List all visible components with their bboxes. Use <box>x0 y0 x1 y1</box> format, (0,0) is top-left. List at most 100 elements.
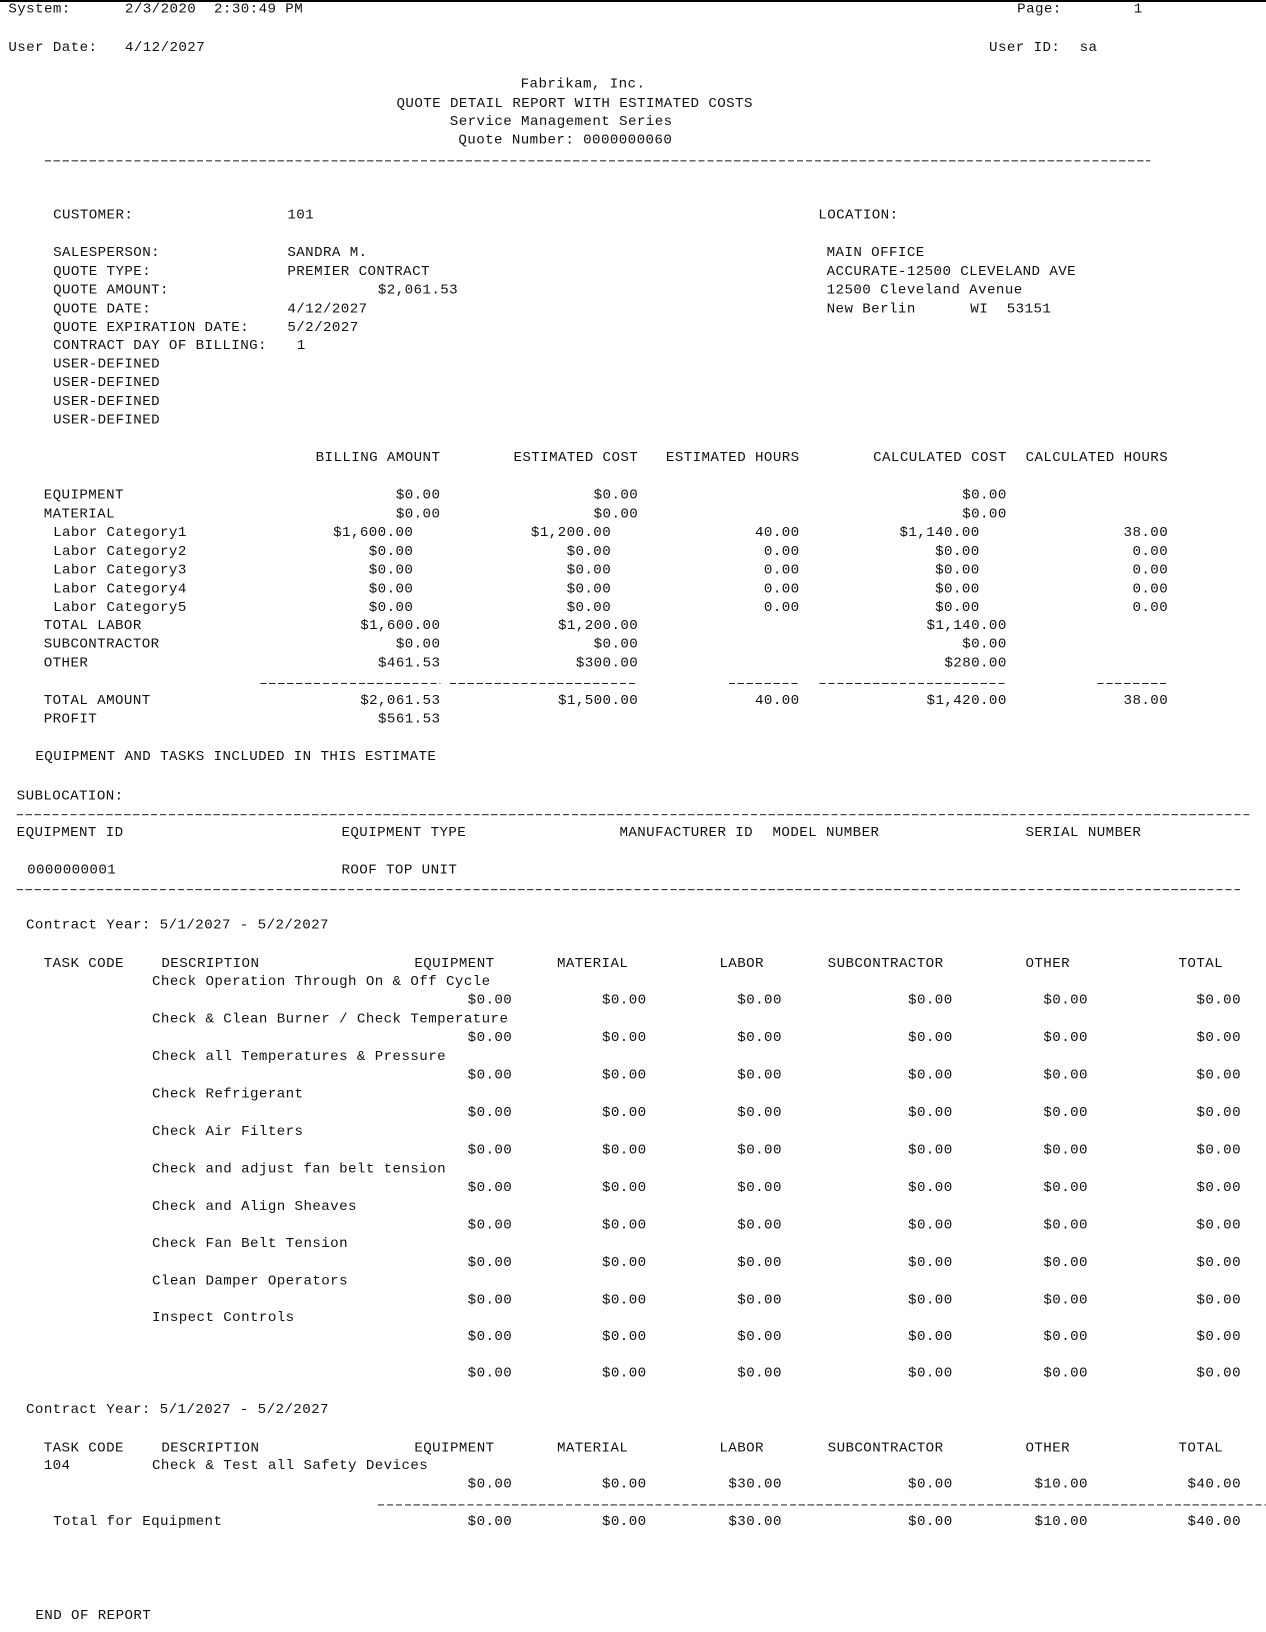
task-description: Check Operation Through On & Off Cycle <box>152 974 491 991</box>
equipment-total-value: $10.00 <box>1034 1514 1088 1531</box>
cost-value: $0.00 <box>935 600 980 617</box>
cost-row-label: OTHER <box>43 655 89 672</box>
quote-field-label: QUOTE AMOUNT: <box>53 283 169 299</box>
report-title: QUOTE DETAIL REPORT WITH ESTIMATED COSTS <box>396 96 753 113</box>
dashed-separator <box>16 814 1250 816</box>
equipment-total-value: $30.00 <box>728 1514 782 1531</box>
contract-subtotal: $0.00 <box>908 1365 953 1382</box>
user-id: sa <box>1079 40 1098 57</box>
dashed-separator <box>16 889 1240 891</box>
task-amount: $0.00 <box>1043 993 1088 1009</box>
task-amount: $0.00 <box>737 1218 782 1234</box>
total-amount-value: $2,061.53 <box>360 693 441 709</box>
user-id-label: User ID: <box>989 40 1061 57</box>
task-amount: $0.00 <box>908 1180 953 1197</box>
cost-value: $0.00 <box>368 563 414 579</box>
user-date: 4/12/2027 <box>124 40 206 57</box>
cost-value: 0.00 <box>763 544 800 561</box>
equipment-total-value: $0.00 <box>601 1514 647 1531</box>
task-amount: $0.00 <box>737 993 782 1009</box>
equipment-column-header: EQUIPMENT ID <box>16 825 124 842</box>
task-amount: $0.00 <box>737 1068 782 1084</box>
task-amount: $0.00 <box>601 1477 647 1493</box>
task-amount: $10.00 <box>1034 1477 1088 1493</box>
quote-field-label: QUOTE TYPE: <box>53 264 152 281</box>
contract-year: Contract Year: 5/1/2027 - 5/2/2027 <box>26 918 329 934</box>
task-description: Check & Test all Safety Devices <box>152 1458 429 1475</box>
task-amount: $0.00 <box>737 1143 782 1159</box>
task-description: Check Refrigerant <box>152 1086 304 1103</box>
task-amount: $0.00 <box>467 1180 513 1197</box>
task-amount: $0.00 <box>1043 1180 1088 1197</box>
task-amount: $0.00 <box>737 1180 782 1197</box>
cost-row-label: Labor Category5 <box>53 600 187 617</box>
task-column-header: EQUIPMENT <box>414 1440 495 1457</box>
equipment-type: ROOF TOP UNIT <box>341 863 458 879</box>
equipment-total-label: Total for Equipment <box>53 1514 223 1531</box>
task-amount: $0.00 <box>1196 1068 1241 1084</box>
dashed-separator <box>449 682 639 685</box>
user-date-label: User Date: <box>8 40 98 57</box>
task-amount: $0.00 <box>1196 1105 1241 1122</box>
quote-field-value: SANDRA M. <box>287 245 368 262</box>
quote-field-value: 4/12/2027 <box>287 301 368 318</box>
cost-row-label: Labor Category1 <box>53 525 187 542</box>
quote-field-value: 5/2/2027 <box>287 320 359 337</box>
quote-field-label: QUOTE EXPIRATION DATE: <box>53 320 250 337</box>
task-amount: $0.00 <box>601 1068 647 1084</box>
cost-column-header: CALCULATED COST <box>873 450 1007 467</box>
task-amount: $0.00 <box>467 993 513 1009</box>
total-amount-label: TOTAL AMOUNT <box>43 693 151 709</box>
task-amount: $0.00 <box>1196 1293 1241 1309</box>
task-column-header: LABOR <box>719 956 764 973</box>
task-amount: $40.00 <box>1187 1477 1241 1493</box>
task-amount: $0.00 <box>467 1030 513 1047</box>
cost-value: $300.00 <box>575 655 639 672</box>
quote-number: Quote Number: 0000000060 <box>458 133 673 149</box>
contract-subtotal: $0.00 <box>601 1365 647 1382</box>
task-amount: $0.00 <box>908 1068 953 1084</box>
cost-value: $0.00 <box>962 488 1007 504</box>
task-amount: $0.00 <box>1196 1030 1241 1047</box>
cost-value: $0.00 <box>368 544 414 561</box>
location-address-1: ACCURATE-12500 CLEVELAND AVE <box>826 264 1077 281</box>
dashed-separator <box>1097 682 1169 685</box>
task-amount: $0.00 <box>1043 1293 1088 1309</box>
task-column-header: EQUIPMENT <box>414 956 495 973</box>
cost-value: $0.00 <box>935 581 980 598</box>
task-amount: $0.00 <box>467 1143 513 1159</box>
cost-value: $0.00 <box>566 544 612 561</box>
task-column-header: MATERIAL <box>556 956 629 973</box>
task-amount: $0.00 <box>601 1030 647 1047</box>
task-description: Check & Clean Burner / Check Temperature <box>152 1011 509 1028</box>
cost-value: $1,600.00 <box>360 618 441 635</box>
equipment-column-header: MODEL NUMBER <box>772 825 880 842</box>
cost-value: $0.00 <box>368 600 414 617</box>
cost-row-label: EQUIPMENT <box>43 488 124 504</box>
task-amount: $0.00 <box>908 1105 953 1122</box>
cost-column-header: CALCULATED HOURS <box>1025 450 1169 467</box>
contract-subtotal: $0.00 <box>737 1365 782 1382</box>
equipment-total-value: $0.00 <box>467 1514 513 1531</box>
cost-value: 0.00 <box>1132 581 1169 598</box>
cost-value: 0.00 <box>763 563 800 579</box>
task-amount: $0.00 <box>908 1477 953 1493</box>
task-description: Check Fan Belt Tension <box>152 1236 349 1253</box>
cost-value: $280.00 <box>944 655 1007 672</box>
quote-field-label: USER-DEFINED <box>53 357 161 373</box>
dashed-separator <box>819 682 1007 685</box>
task-amount: $0.00 <box>1043 1329 1088 1346</box>
quote-field-value: PREMIER CONTRACT <box>287 264 430 281</box>
cost-row-label: Labor Category3 <box>53 563 187 579</box>
contract-subtotal: $0.00 <box>467 1365 513 1382</box>
task-amount: $0.00 <box>908 1329 953 1346</box>
cost-value: $0.00 <box>368 581 414 598</box>
cost-value: 40.00 <box>755 525 800 542</box>
total-amount-value: 38.00 <box>1123 693 1169 709</box>
contract-year: Contract Year: 5/1/2027 - 5/2/2027 <box>26 1402 329 1418</box>
equipment-total-value: $0.00 <box>908 1514 953 1531</box>
cost-value: $0.00 <box>962 507 1007 523</box>
task-column-header: TASK CODE <box>43 956 124 973</box>
cost-value: 0.00 <box>1132 600 1169 617</box>
